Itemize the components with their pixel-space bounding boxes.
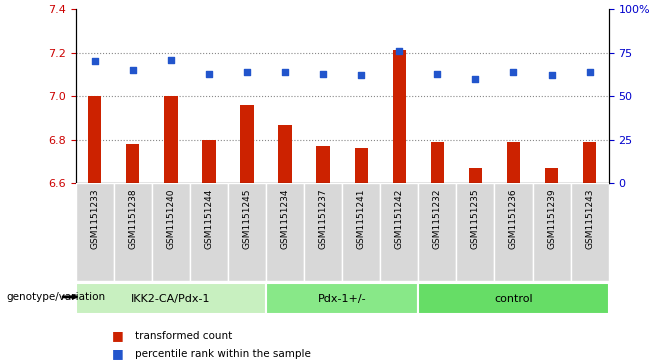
FancyBboxPatch shape xyxy=(76,183,114,281)
Bar xyxy=(240,105,253,183)
FancyBboxPatch shape xyxy=(532,183,570,281)
FancyBboxPatch shape xyxy=(342,183,380,281)
Point xyxy=(546,72,557,78)
FancyBboxPatch shape xyxy=(418,183,457,281)
FancyBboxPatch shape xyxy=(190,183,228,281)
FancyBboxPatch shape xyxy=(380,183,418,281)
Text: GSM1151240: GSM1151240 xyxy=(166,188,175,249)
Bar xyxy=(507,142,520,183)
FancyBboxPatch shape xyxy=(152,183,190,281)
Bar xyxy=(164,96,178,183)
Bar xyxy=(88,96,101,183)
FancyBboxPatch shape xyxy=(304,183,342,281)
Text: ■: ■ xyxy=(112,329,124,342)
Point xyxy=(584,69,595,75)
FancyBboxPatch shape xyxy=(266,283,418,314)
Text: GSM1151239: GSM1151239 xyxy=(547,188,556,249)
Bar xyxy=(468,168,482,183)
Text: GSM1151245: GSM1151245 xyxy=(243,188,251,249)
FancyBboxPatch shape xyxy=(494,183,532,281)
Bar xyxy=(126,144,139,183)
Bar xyxy=(355,148,368,183)
Text: percentile rank within the sample: percentile rank within the sample xyxy=(135,349,311,359)
Point xyxy=(241,69,252,75)
Bar xyxy=(545,168,558,183)
Point xyxy=(280,69,290,75)
FancyBboxPatch shape xyxy=(228,183,266,281)
Text: GSM1151242: GSM1151242 xyxy=(395,188,404,249)
Text: GSM1151237: GSM1151237 xyxy=(318,188,328,249)
FancyBboxPatch shape xyxy=(418,283,609,314)
Point xyxy=(204,71,215,77)
FancyBboxPatch shape xyxy=(570,183,609,281)
Point xyxy=(89,58,100,64)
Text: GSM1151241: GSM1151241 xyxy=(357,188,366,249)
FancyBboxPatch shape xyxy=(114,183,152,281)
Bar xyxy=(316,146,330,183)
FancyBboxPatch shape xyxy=(266,183,304,281)
Bar xyxy=(202,140,216,183)
Text: GSM1151238: GSM1151238 xyxy=(128,188,138,249)
Bar xyxy=(278,125,291,183)
Text: ■: ■ xyxy=(112,347,124,360)
Bar xyxy=(583,142,596,183)
Text: GSM1151235: GSM1151235 xyxy=(471,188,480,249)
FancyBboxPatch shape xyxy=(457,183,494,281)
Bar xyxy=(393,50,406,183)
Text: GSM1151243: GSM1151243 xyxy=(585,188,594,249)
FancyBboxPatch shape xyxy=(76,283,266,314)
Text: GSM1151233: GSM1151233 xyxy=(90,188,99,249)
Point xyxy=(128,67,138,73)
Point xyxy=(432,71,443,77)
Text: control: control xyxy=(494,294,533,303)
Point xyxy=(356,72,367,78)
Point xyxy=(470,76,480,82)
Text: GSM1151232: GSM1151232 xyxy=(433,188,442,249)
Text: GSM1151236: GSM1151236 xyxy=(509,188,518,249)
Text: genotype/variation: genotype/variation xyxy=(7,292,106,302)
Point xyxy=(318,71,328,77)
Text: transformed count: transformed count xyxy=(135,331,232,341)
Text: GSM1151234: GSM1151234 xyxy=(280,188,290,249)
Text: Pdx-1+/-: Pdx-1+/- xyxy=(318,294,367,303)
Text: GSM1151244: GSM1151244 xyxy=(205,188,213,249)
Text: IKK2-CA/Pdx-1: IKK2-CA/Pdx-1 xyxy=(131,294,211,303)
Point xyxy=(166,57,176,62)
Point xyxy=(394,48,405,54)
Bar xyxy=(431,142,444,183)
Point xyxy=(508,69,519,75)
